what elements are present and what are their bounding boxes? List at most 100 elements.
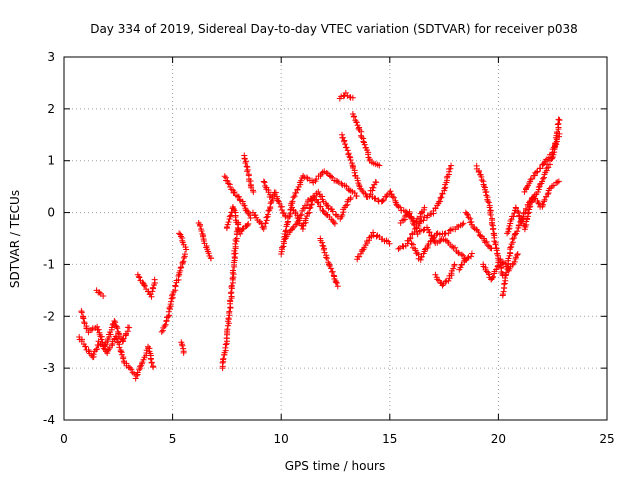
data-point [128, 366, 135, 373]
data-point [535, 199, 542, 206]
data-point [544, 191, 551, 198]
data-point [232, 250, 239, 257]
data-point [441, 185, 448, 192]
data-point [447, 165, 454, 172]
data-point [527, 203, 534, 210]
data-point [239, 226, 246, 233]
data-point [133, 372, 140, 379]
data-point [222, 344, 229, 351]
data-point [514, 251, 521, 258]
data-point [278, 244, 285, 251]
data-point [225, 315, 232, 322]
data-point [480, 183, 487, 190]
data-point [329, 268, 336, 275]
data-point [226, 308, 233, 315]
data-point [181, 251, 188, 258]
data-point [140, 282, 147, 289]
data-point [418, 253, 425, 260]
data-point [436, 231, 443, 238]
data-point [408, 240, 415, 247]
data-point [406, 210, 413, 217]
data-point [168, 298, 175, 305]
data-point [421, 204, 428, 211]
x-tick-label: 10 [274, 432, 289, 446]
data-point [228, 282, 235, 289]
data-point [225, 180, 232, 187]
data-point [380, 197, 387, 204]
data-point [477, 232, 484, 239]
data-point [478, 176, 485, 183]
data-point [451, 261, 458, 268]
data-point [219, 359, 226, 366]
data-point [237, 230, 244, 237]
data-point [459, 221, 466, 228]
data-point [394, 202, 401, 209]
data-point [177, 267, 184, 274]
chart-title: Day 334 of 2019, Sidereal Day-to-day VTE… [90, 22, 578, 36]
data-point [303, 213, 310, 220]
data-point [373, 179, 380, 186]
data-point [267, 200, 274, 207]
data-point [261, 179, 268, 186]
data-point [306, 205, 313, 212]
data-point [149, 284, 156, 291]
data-point [117, 348, 124, 355]
data-point [389, 193, 396, 200]
data-point [198, 227, 205, 234]
data-point [442, 237, 449, 244]
data-point [397, 204, 404, 211]
data-point [457, 264, 464, 271]
data-point [550, 144, 557, 151]
data-point [488, 221, 495, 228]
data-point [278, 206, 285, 213]
x-tick-label: 25 [599, 432, 614, 446]
data-point [555, 116, 562, 123]
data-point [420, 217, 427, 224]
data-point [221, 173, 228, 180]
data-point [323, 211, 330, 218]
data-point [274, 197, 281, 204]
data-point [411, 221, 418, 228]
data-point [332, 279, 339, 286]
data-point [113, 335, 120, 342]
data-point [183, 246, 190, 253]
data-point [483, 268, 490, 275]
data-point [450, 265, 457, 272]
data-point [346, 153, 353, 160]
data-point [96, 289, 103, 296]
data-point [178, 233, 185, 240]
data-point [80, 315, 87, 322]
data-point [491, 238, 498, 245]
data-point [430, 235, 437, 242]
data-point [511, 258, 518, 265]
data-point [526, 204, 533, 211]
data-point [161, 323, 168, 330]
data-point [535, 200, 542, 207]
data-point [468, 218, 475, 225]
data-point [197, 223, 204, 230]
data-point [112, 319, 119, 326]
data-point [537, 165, 544, 172]
data-point [503, 269, 510, 276]
data-point [460, 252, 467, 259]
data-point [276, 200, 283, 207]
data-point [250, 189, 257, 196]
data-point [242, 160, 249, 167]
data-point [486, 204, 493, 211]
data-point [490, 230, 497, 237]
data-point [540, 161, 547, 168]
data-point [427, 238, 434, 245]
data-point [485, 199, 492, 206]
data-point [231, 254, 238, 261]
data-point [327, 265, 334, 272]
data-point [241, 155, 248, 162]
data-point [229, 275, 236, 282]
data-point [290, 194, 297, 201]
data-point [303, 174, 310, 181]
data-point [176, 230, 183, 237]
y-tick-label: 0 [47, 206, 55, 220]
data-point [252, 212, 259, 219]
data-point [463, 210, 470, 217]
data-point [354, 175, 361, 182]
data-point [266, 193, 273, 200]
